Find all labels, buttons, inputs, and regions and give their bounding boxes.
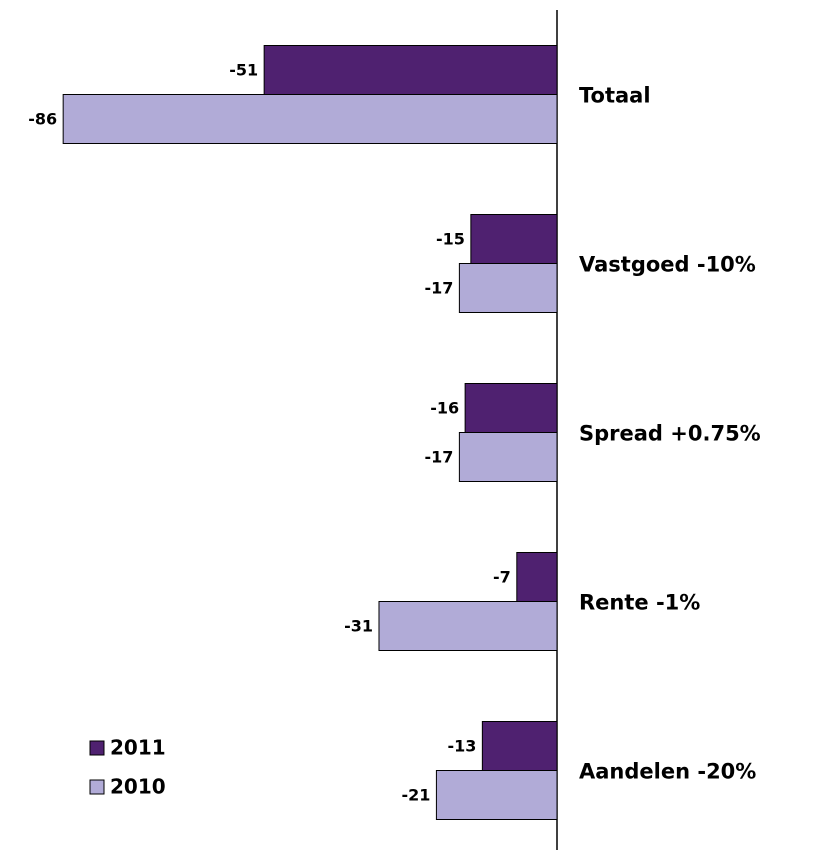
category-label: Spread +0.75% <box>579 422 761 446</box>
data-label: -31 <box>344 617 373 636</box>
legend-swatch <box>89 740 105 756</box>
legend-swatch <box>89 779 105 795</box>
legend-label: 2010 <box>110 775 166 799</box>
category-label: Vastgoed -10% <box>579 253 756 277</box>
bar <box>470 214 558 264</box>
category-label: Totaal <box>579 84 651 108</box>
data-label: -16 <box>430 399 459 418</box>
data-label: -7 <box>493 568 511 587</box>
data-label: -17 <box>424 448 453 467</box>
bar <box>458 263 558 313</box>
bar <box>263 45 558 95</box>
data-label: -13 <box>447 737 476 756</box>
bar <box>464 383 558 433</box>
data-label: -51 <box>229 61 258 80</box>
legend-label: 2011 <box>110 736 166 760</box>
data-label: -21 <box>402 786 431 805</box>
category-label: Rente -1% <box>579 591 700 615</box>
bar <box>435 770 558 820</box>
data-label: -86 <box>28 110 57 129</box>
data-label: -15 <box>436 230 465 249</box>
bar <box>481 721 558 771</box>
data-label: -17 <box>424 279 453 298</box>
category-label: Aandelen -20% <box>579 760 756 784</box>
bar <box>62 94 558 144</box>
bar <box>458 432 558 482</box>
bar <box>378 601 558 651</box>
bar <box>516 552 558 602</box>
